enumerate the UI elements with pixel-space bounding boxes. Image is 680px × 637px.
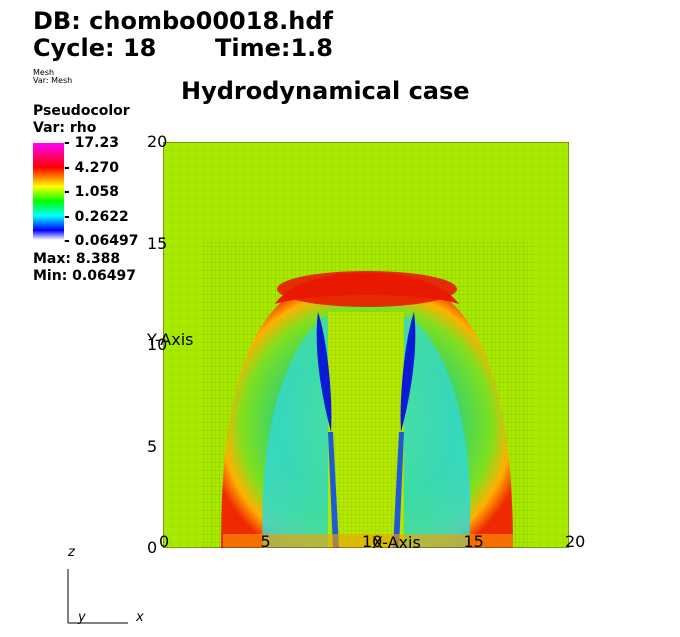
- colorbar-tick-label: - 17.23: [64, 135, 119, 151]
- density-plot: [163, 142, 569, 548]
- x-tick-label: 0: [159, 532, 170, 551]
- axis-triad: [67, 569, 128, 624]
- x-axis-label: X-Axis: [372, 533, 421, 552]
- y-tick-label: 15: [147, 233, 168, 253]
- x-tick-label: 10: [362, 532, 383, 551]
- x-tick-label: 15: [463, 532, 484, 551]
- colorbar-tick-label: - 0.06497: [64, 233, 139, 249]
- colorbar-tick-label: - 0.2622: [64, 208, 129, 225]
- triad-y-label: y: [78, 610, 86, 625]
- colorbar-tick-label: - 4.270: [64, 159, 119, 176]
- mesh-var-label: Var: Mesh: [33, 76, 73, 85]
- legend-var: Var: rho: [33, 120, 97, 136]
- triad-x-label: x: [136, 610, 144, 625]
- cycle-label: Cycle: 18: [33, 34, 157, 62]
- y-axis-label: Y-Axis: [147, 330, 194, 349]
- x-tick-label: 20: [565, 532, 586, 551]
- mesh-label: Mesh: [33, 68, 55, 77]
- legend-max: Max: 8.388: [33, 251, 121, 267]
- colorbar: [33, 143, 64, 240]
- y-tick-label: 20: [147, 132, 168, 151]
- y-tick-label: 0: [147, 538, 158, 557]
- plot-title: Hydrodynamical case: [181, 77, 470, 105]
- legend-title: Pseudocolor: [33, 103, 130, 119]
- y-tick-label: 5: [147, 436, 158, 456]
- y-tick-label: 10: [147, 335, 168, 354]
- legend-min: Min: 0.06497: [33, 268, 136, 284]
- time-label: Time:1.8: [215, 34, 333, 62]
- x-tick-label: 5: [260, 532, 271, 551]
- colorbar-tick-label: - 1.058: [64, 184, 119, 200]
- db-filename: DB: chombo00018.hdf: [33, 7, 333, 35]
- triad-z-label: z: [68, 545, 75, 560]
